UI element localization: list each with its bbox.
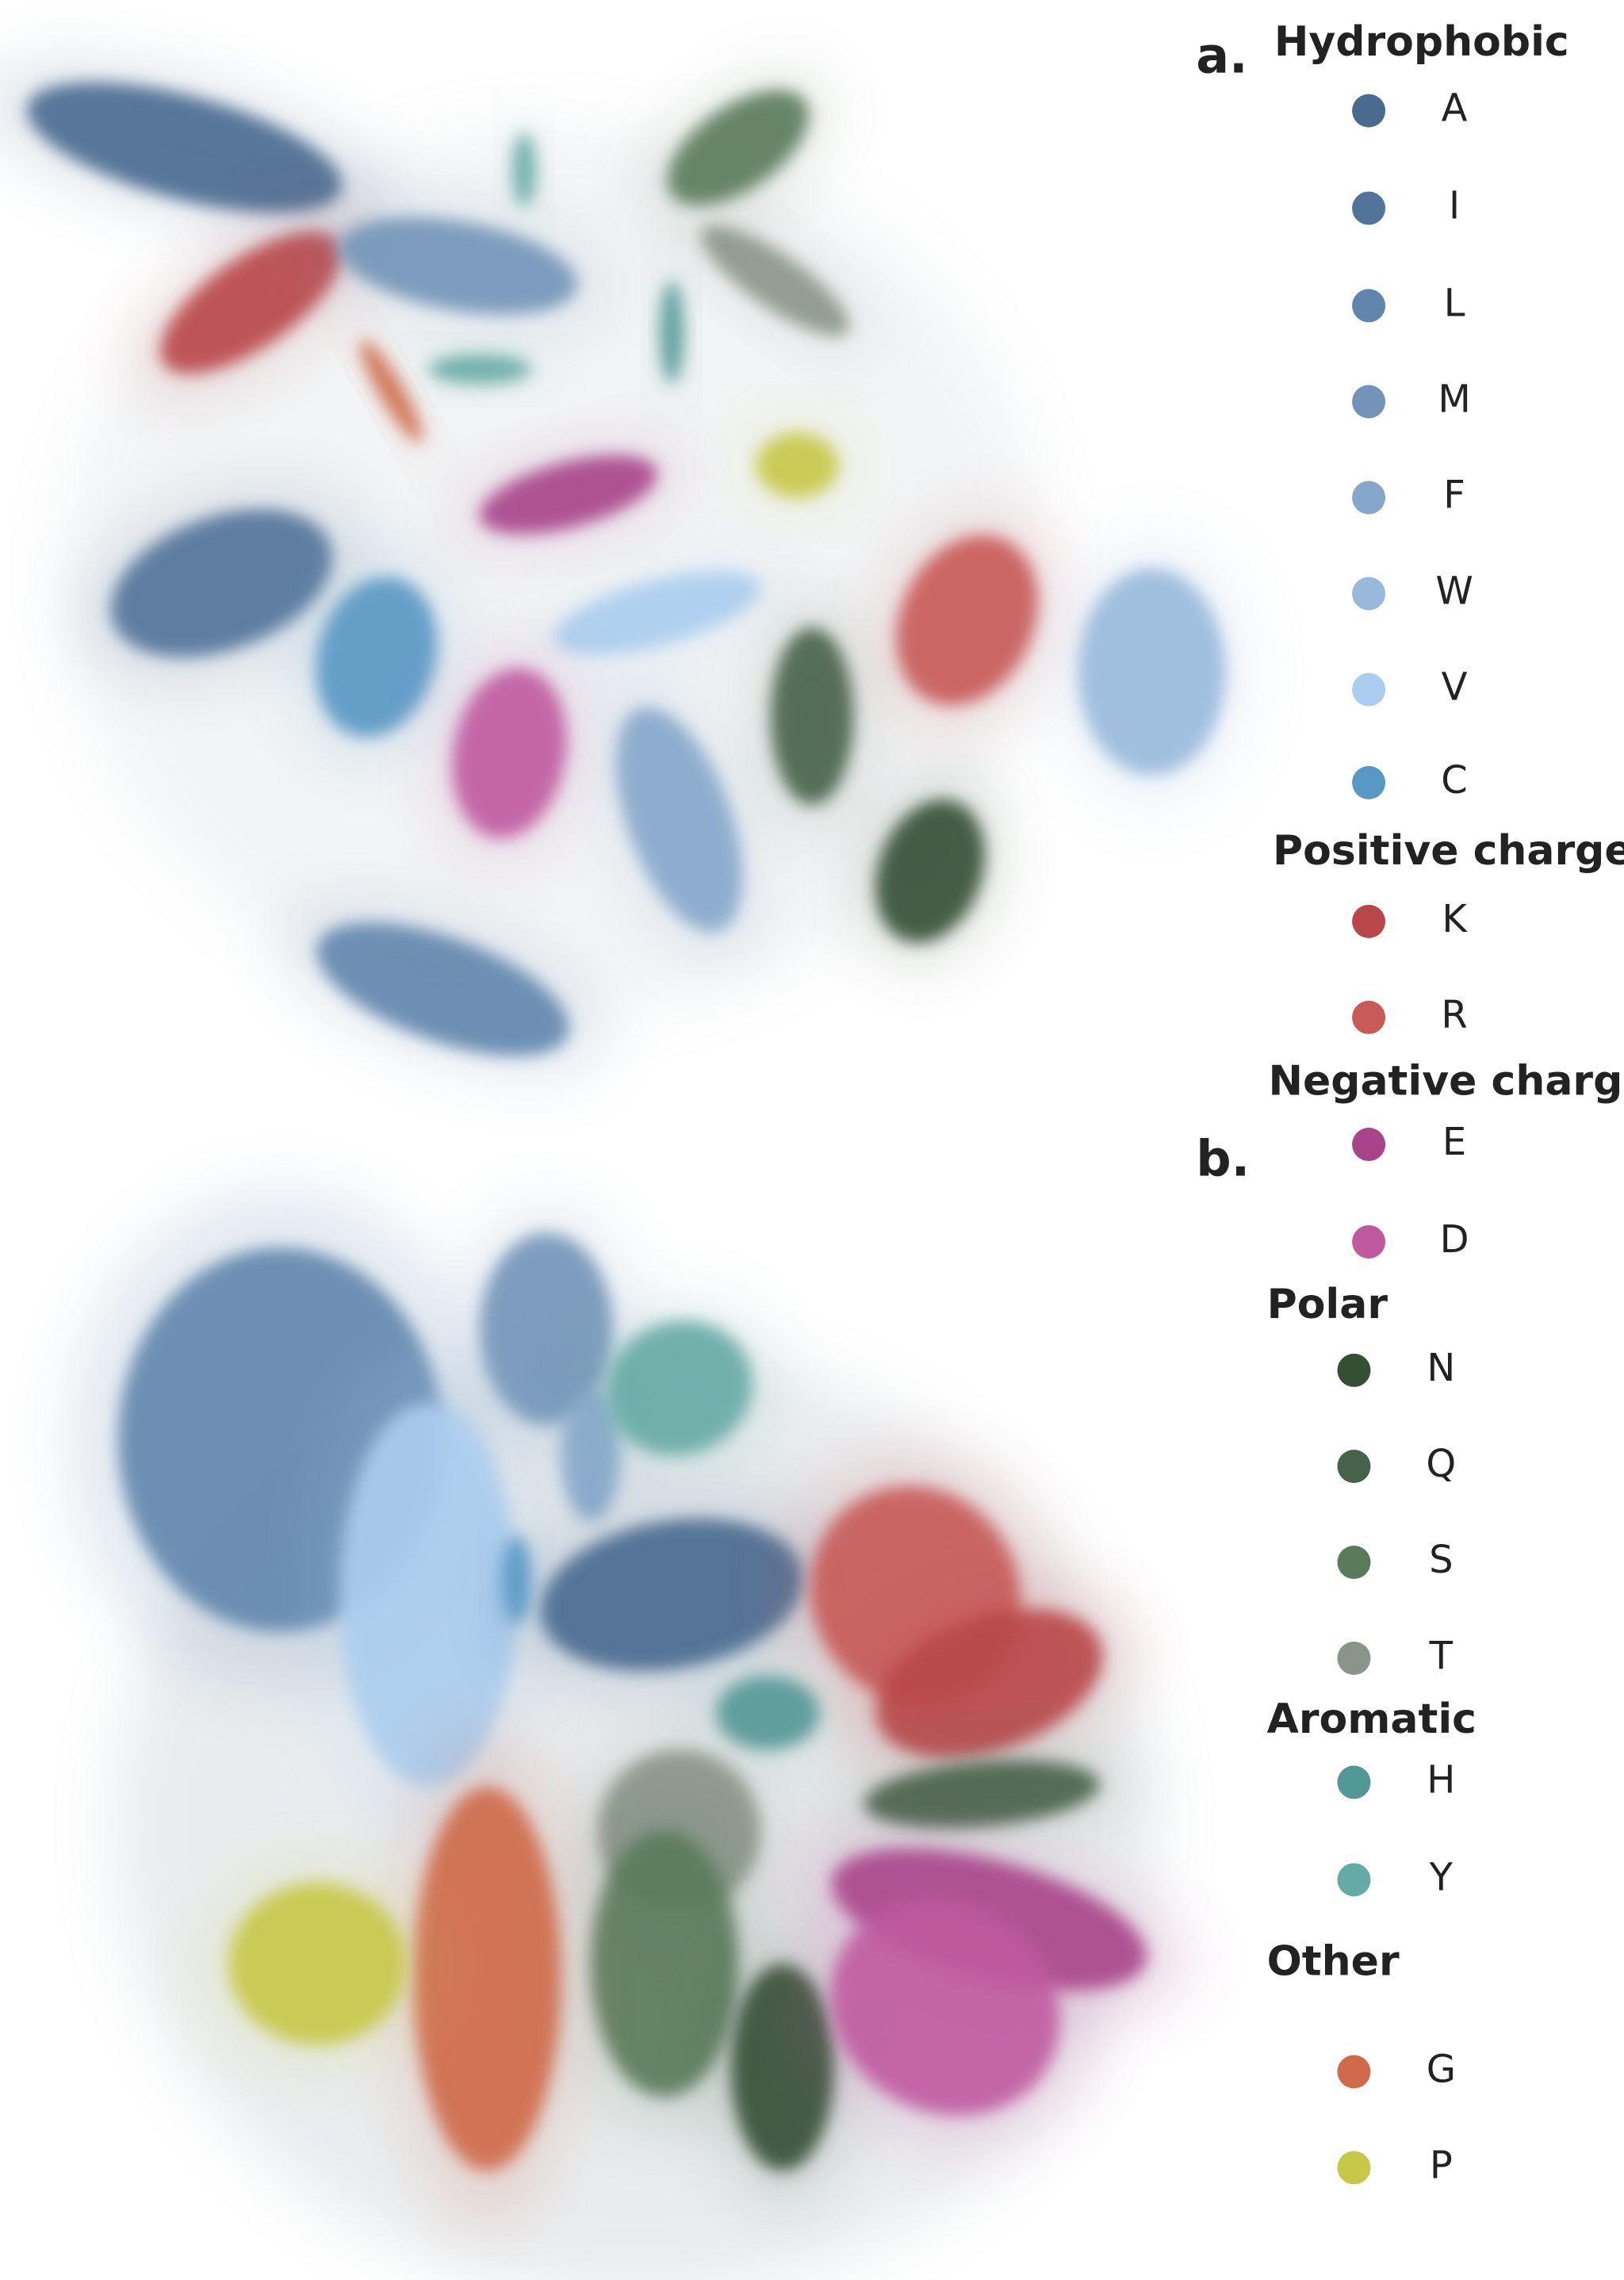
legend-label: G [1427,2047,1456,2091]
legend-group-title: Positive charge [1273,827,1624,875]
cluster [316,922,569,1056]
legend-label: K [1442,897,1468,941]
legend-swatch [1337,1642,1371,1676]
legend-swatch [1337,1863,1371,1897]
cluster [316,577,438,738]
legend-group-title: Aromatic [1267,1696,1477,1743]
legend-label: R [1441,993,1467,1037]
cluster [896,535,1039,706]
legend-swatch [1352,289,1386,323]
cluster [756,432,839,498]
cluster [338,217,577,315]
cluster [770,627,854,805]
legend-label: V [1442,665,1468,710]
panel-label: a. [1196,27,1247,85]
legend-label: C [1441,758,1468,803]
legend-label: W [1435,569,1473,614]
cluster [339,1402,517,1788]
legend-swatch [1337,1353,1371,1387]
cluster [479,455,657,535]
legend-swatch [1352,94,1386,128]
cluster [875,799,986,943]
legend-group-title: Negative charge [1268,1058,1624,1106]
cluster [1078,568,1226,776]
cluster [553,571,760,655]
legend-swatch [1352,765,1386,799]
cluster [452,668,567,838]
legend-swatch [1352,1128,1386,1162]
legend-swatch [1352,385,1386,419]
legend-swatch [1337,1449,1371,1483]
cluster [160,232,342,374]
legend-swatch [1337,2151,1371,2185]
legend-label: Y [1429,1855,1454,1899]
legend-label: E [1442,1120,1466,1164]
legend-swatch [1352,481,1386,515]
legend-label: N [1427,1346,1455,1390]
legend-group-title: Polar [1267,1281,1388,1328]
cluster [502,1535,532,1625]
cluster [512,132,536,207]
legend-label: H [1427,1757,1455,1802]
legend-swatch [1352,1000,1386,1034]
embedding-plots [0,63,1248,2280]
legend-label: L [1444,281,1465,325]
legend-label: I [1449,184,1460,228]
legend-label: Q [1426,1442,1456,1486]
cluster [540,1518,804,1672]
cluster [228,1883,407,2045]
legend-label: A [1442,86,1468,131]
cluster [830,1901,1060,2116]
legend-swatch [1352,191,1386,225]
legend-label: F [1443,473,1465,517]
legend-label: M [1438,377,1470,421]
legend-label: S [1429,1538,1453,1582]
cluster [667,90,810,205]
cluster [413,1787,561,2171]
cluster [864,1760,1100,1829]
legend-swatch [1337,1545,1371,1579]
cluster [27,82,343,213]
legend-label: D [1440,1217,1469,1262]
cluster [110,509,332,657]
legend-swatch [1352,673,1386,707]
legend-swatch [1352,904,1386,938]
legend: Hydrophobic A I L M F W V C Positive charge K R Nega… [1267,18,1624,2188]
legend-label: T [1429,1634,1454,1678]
panel-label: b. [1196,1129,1250,1187]
cluster [427,354,532,385]
cluster [615,707,743,933]
cluster [360,339,423,443]
cluster [606,1320,753,1456]
cluster [701,225,850,336]
cluster [660,280,684,385]
legend-swatch [1337,2055,1371,2089]
cluster [716,1676,820,1750]
legend-swatch [1352,577,1386,611]
cluster [875,1608,1103,1758]
legend-label: P [1430,2143,1453,2187]
legend-group-title: Other [1267,1937,1400,1985]
cluster [590,1830,739,2098]
legend-swatch [1337,1765,1371,1799]
legend-group-title: Hydrophobic [1274,18,1569,66]
legend-swatch [1352,1224,1386,1259]
